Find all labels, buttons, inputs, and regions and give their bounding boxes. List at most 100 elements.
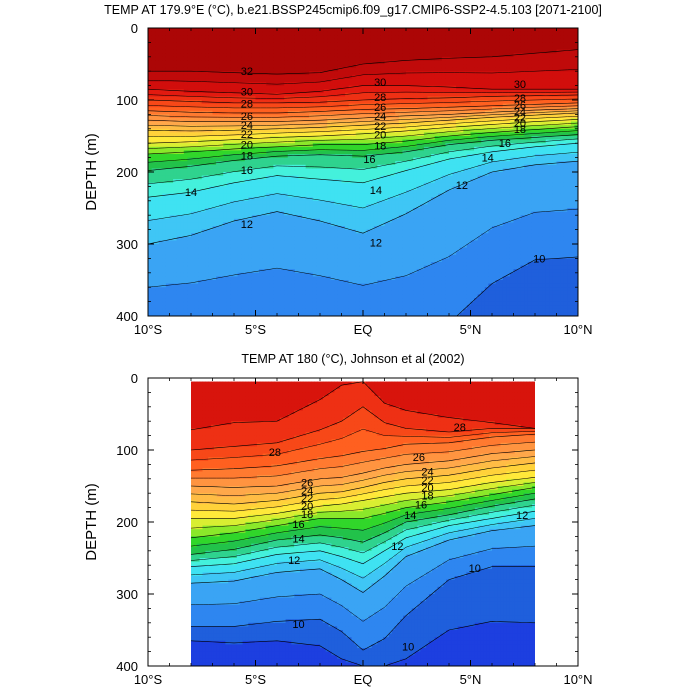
isotherm-14 — [191, 510, 535, 567]
y-tick-label: 200 — [116, 165, 138, 180]
isotherm-28 — [191, 406, 535, 451]
contour-label: 12 — [456, 180, 468, 192]
contour-label: 20 — [421, 482, 433, 494]
contour-label: 12 — [516, 510, 528, 522]
isotherm-25 — [148, 105, 578, 118]
panel-title: TEMP AT 179.9°E (°C), b.e21.BSSP245cmip6… — [104, 3, 602, 17]
isotherm-25 — [191, 441, 535, 479]
contour-label: 16 — [415, 500, 427, 512]
contour-label: 14 — [404, 510, 416, 522]
x-tick-label: 10°S — [134, 322, 163, 337]
isotherm-13 — [191, 518, 535, 579]
isotherm-24 — [148, 108, 578, 122]
isotherm-27 — [148, 98, 578, 109]
contour-label: 24 — [421, 467, 433, 479]
x-tick-label: 5°S — [245, 322, 266, 337]
contour-label: 10 — [402, 642, 414, 654]
contour-label: 24 — [514, 107, 526, 119]
isotherm-22 — [191, 462, 535, 505]
contour-label: 22 — [241, 129, 253, 141]
y-axis-label: DEPTH (m) — [83, 133, 100, 211]
x-tick-label: 5°N — [460, 672, 482, 687]
isotherm-26 — [191, 433, 535, 471]
contour-label: 24 — [374, 111, 386, 123]
x-tick-label: 10°N — [563, 322, 592, 337]
contour-label: 22 — [421, 475, 433, 487]
contour-label: 10 — [469, 563, 481, 575]
y-tick-label: 300 — [116, 237, 138, 252]
x-tick-label: 5°S — [245, 672, 266, 687]
temperature-field — [148, 28, 578, 316]
y-tick-label: 300 — [116, 587, 138, 602]
x-tick-label: 5°N — [460, 322, 482, 337]
x-tick-label: EQ — [354, 322, 373, 337]
contour-label: 28 — [374, 92, 386, 104]
contour-label: 20 — [374, 130, 386, 142]
isotherm-16 — [148, 134, 578, 171]
contour-label: 22 — [514, 112, 526, 124]
contour-label: 14 — [482, 153, 494, 165]
isotherm-32 — [148, 49, 578, 75]
isotherm-11 — [148, 208, 578, 288]
temperature-field — [191, 381, 535, 666]
isotherm-16 — [191, 498, 535, 555]
contour-label: 18 — [514, 124, 526, 136]
isotherm-23 — [148, 110, 578, 127]
y-tick-label: 100 — [116, 93, 138, 108]
contour-label: 30 — [514, 79, 526, 91]
isotherm-29 — [148, 91, 578, 99]
x-tick-label: EQ — [354, 672, 373, 687]
isotherm-13 — [148, 151, 578, 221]
contour-lines — [191, 381, 535, 666]
contour-label: 12 — [288, 555, 300, 567]
isotherm-15 — [148, 138, 578, 185]
isotherm-31 — [148, 69, 578, 85]
contour-label: 10 — [533, 253, 545, 265]
y-tick-label: 400 — [116, 659, 138, 674]
isotherm-10 — [456, 256, 578, 316]
isotherm-20 — [148, 119, 578, 144]
isotherm-21 — [148, 115, 578, 137]
isotherm-17 — [191, 492, 535, 547]
contour-label: 16 — [292, 519, 304, 531]
y-tick-label: 100 — [116, 443, 138, 458]
y-axis-label: DEPTH (m) — [83, 483, 100, 561]
contour-label: 22 — [301, 493, 313, 505]
isotherm-9 — [191, 621, 535, 666]
contour-label: 14 — [370, 185, 382, 197]
x-tick-label: 10°N — [563, 672, 592, 687]
isotherm-14 — [148, 142, 578, 198]
contour-label: 14 — [185, 187, 197, 199]
contour-label: 20 — [241, 140, 253, 152]
contour-label: 26 — [514, 100, 526, 112]
contour-lines — [148, 49, 578, 316]
isotherm-23 — [191, 456, 535, 496]
isotherm-19 — [191, 482, 535, 529]
contour-label: 12 — [241, 219, 253, 231]
contour-label: 26 — [374, 102, 386, 114]
contour-label: 26 — [241, 111, 253, 123]
y-tick-label: 0 — [131, 371, 138, 386]
contour-label: 16 — [363, 154, 375, 166]
contour-label: 12 — [391, 541, 403, 553]
contour-label: 32 — [241, 66, 253, 78]
contour-label: 20 — [301, 501, 313, 513]
contour-label: 18 — [374, 140, 386, 152]
contour-label: 26 — [301, 477, 313, 489]
y-tick-label: 200 — [116, 515, 138, 530]
contour-label: 28 — [514, 93, 526, 105]
contour-label: 28 — [454, 422, 466, 434]
isotherm-17 — [148, 130, 578, 163]
contour-label: 22 — [374, 121, 386, 133]
isotherm-18 — [191, 487, 535, 539]
isotherm-12 — [191, 525, 535, 593]
isotherm-18 — [148, 126, 578, 155]
contour-label: 18 — [421, 490, 433, 502]
panel-1: TEMP AT 179.9°E (°C), b.e21.BSSP245cmip6… — [83, 3, 602, 337]
x-tick-label: 10°S — [134, 672, 163, 687]
isotherm-19 — [148, 122, 578, 149]
isotherm-26 — [148, 102, 578, 114]
contour-label: 16 — [241, 165, 253, 177]
isotherm-21 — [191, 469, 535, 512]
